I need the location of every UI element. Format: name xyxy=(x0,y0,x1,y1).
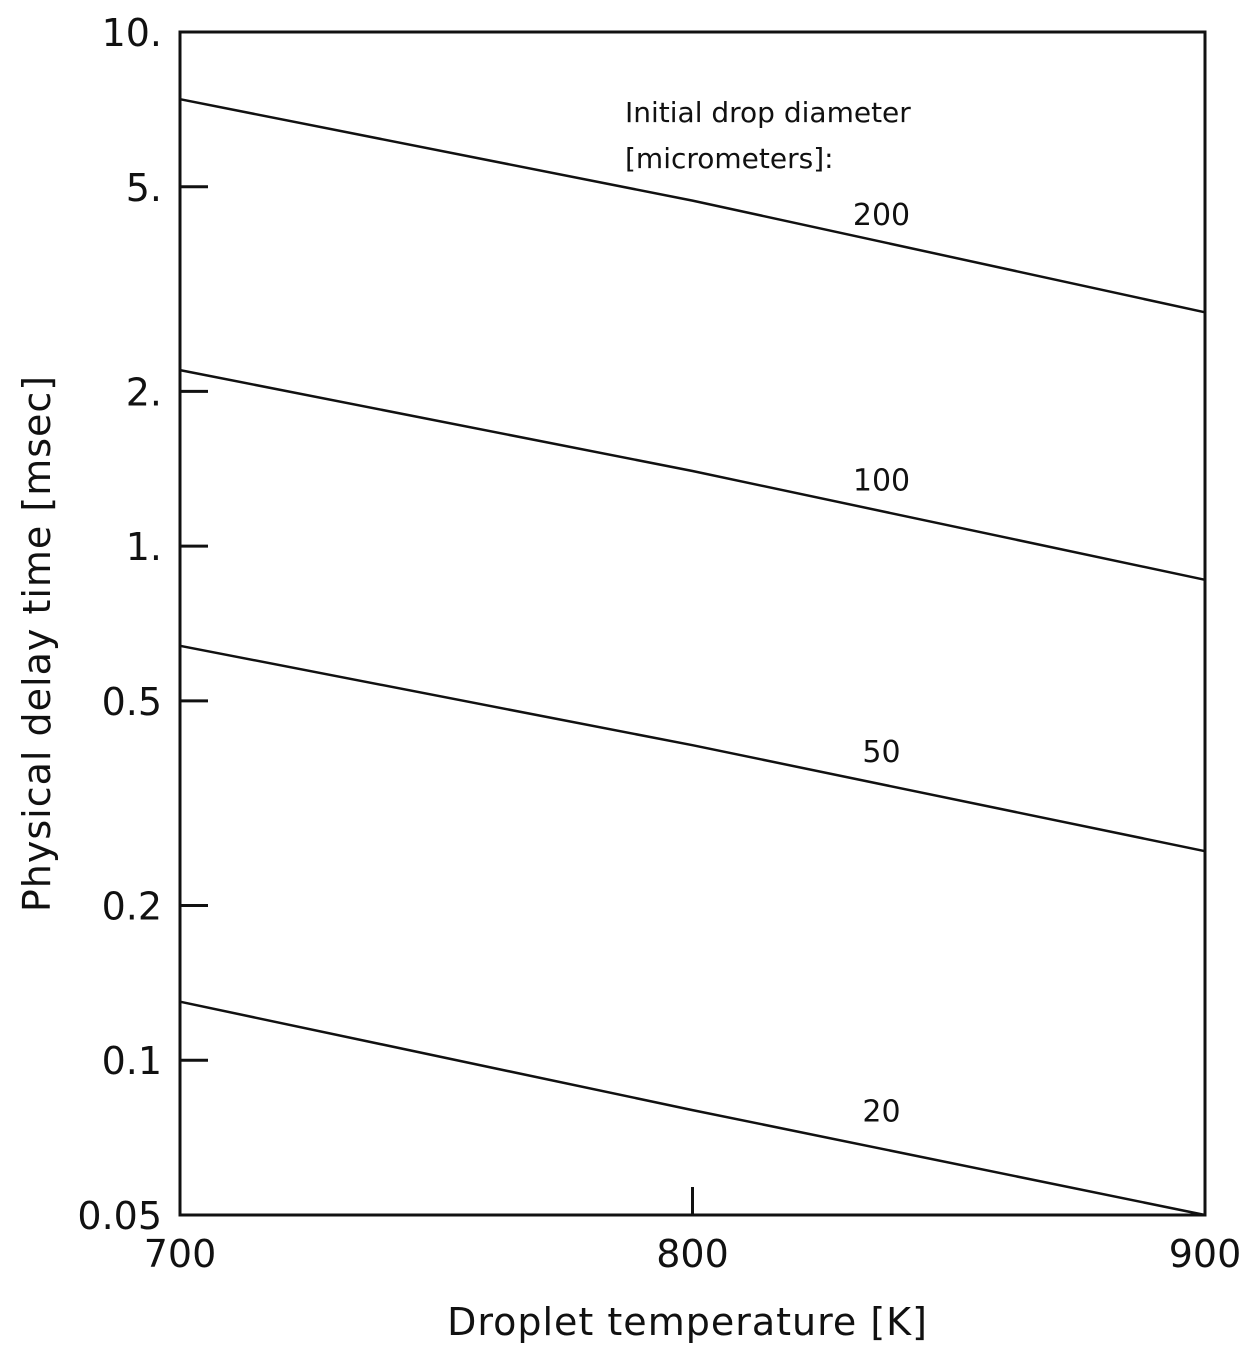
y-tick-label: 0.1 xyxy=(102,1039,162,1083)
x-tick-label: 700 xyxy=(144,1232,217,1276)
y-tick-label: 10. xyxy=(102,11,162,55)
x-tick-label: 800 xyxy=(656,1232,729,1276)
plot-frame xyxy=(178,30,1207,1217)
y-tick-label: 1. xyxy=(126,525,162,569)
y-tick-label: 0.05 xyxy=(77,1194,162,1238)
legend-annotation: Initial drop diameter [micrometers]: xyxy=(625,96,911,175)
y-tick-label: 0.2 xyxy=(102,884,162,928)
y-tick-label: 0.5 xyxy=(102,680,162,724)
series-label-200: 200 xyxy=(853,198,910,233)
series-group: 200 100 50 20 xyxy=(179,97,1206,1217)
annotation-line-2: [micrometers]: xyxy=(625,142,834,175)
series-line-50 xyxy=(179,644,1206,853)
series-line-100 xyxy=(179,368,1206,582)
series-label-100: 100 xyxy=(853,463,910,498)
y-tick-label: 5. xyxy=(126,166,162,210)
y-tick-label: 2. xyxy=(126,370,162,414)
series-line-20 xyxy=(179,1000,1206,1217)
x-tick-label: 900 xyxy=(1169,1232,1242,1276)
series-label-20: 20 xyxy=(862,1094,900,1129)
series-line-200 xyxy=(179,97,1206,314)
annotation-line-1: Initial drop diameter xyxy=(625,96,911,129)
y-axis-title: Physical delay time [msec] xyxy=(15,375,59,912)
series-label-50: 50 xyxy=(862,735,900,770)
plot-frame-group xyxy=(178,30,1207,1217)
x-axis-title: Droplet temperature [K] xyxy=(447,1300,928,1344)
